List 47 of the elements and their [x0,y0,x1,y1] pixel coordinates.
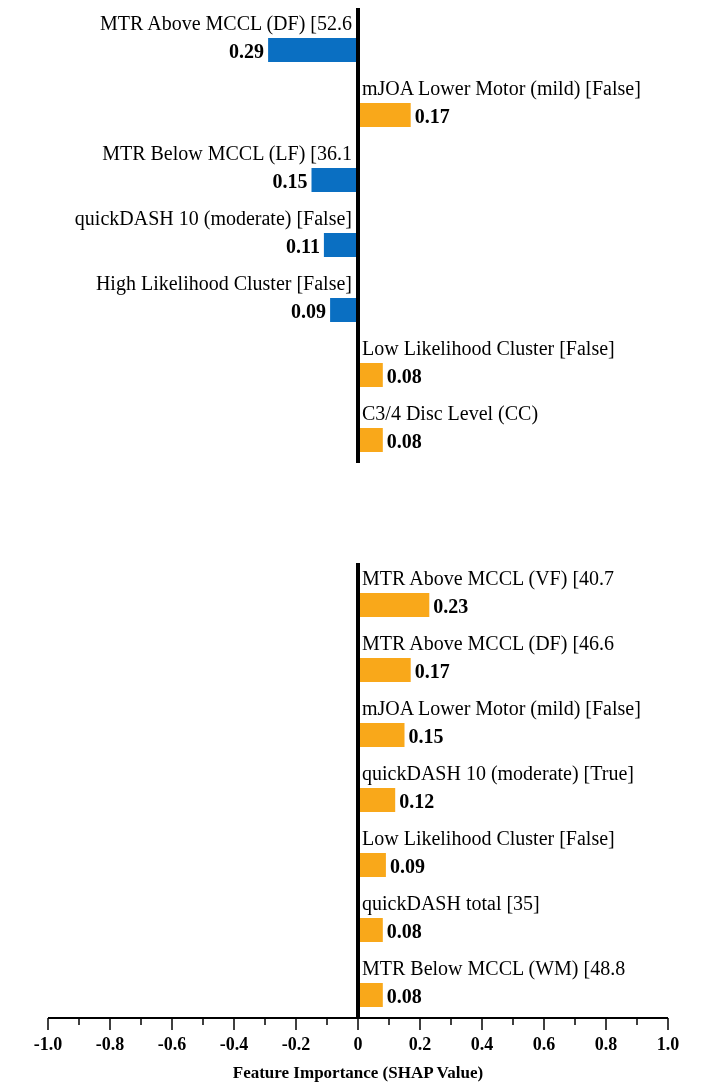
y-tick-label: mJOA Lower Motor (mild) [False] [362,77,641,100]
y-tick-label: High Likelihood Cluster [False] [95,272,352,295]
data-label: 0.08 [386,365,422,387]
data-label: 0.08 [386,920,422,942]
data-label: 0.17 [414,105,450,127]
y-tick-label: MTR Above MCCL (DF) [52.6 [99,12,352,35]
data-label: 0.15 [272,170,308,192]
x-tick-label: -0.2 [281,1034,311,1054]
x-tick-label: 0.6 [532,1034,556,1054]
y-tick-label: Low Likelihood Cluster [False] [362,337,615,359]
x-tick-label: 1.0 [656,1034,680,1054]
y-tick-label: quickDASH total [35] [362,892,540,915]
data-label: 0.09 [389,855,425,877]
y-tick-label: MTR Above MCCL (DF) [46.6 [362,632,615,655]
y-tick-label: mJOA Lower Motor (mild) [False] [362,697,641,720]
x-tick-label: 0.8 [594,1034,618,1054]
data-label: 0.09 [291,300,327,322]
data-label: 0.08 [386,430,422,452]
bar [358,723,405,747]
data-label: 0.15 [408,725,444,747]
x-axis-title: Feature Importance (SHAP Value) [232,1063,484,1082]
y-tick-label: quickDASH 10 (moderate) [False] [74,207,352,230]
y-tick-label: MTR Above MCCL (VF) [40.7 [362,567,615,590]
bar [358,983,383,1007]
data-label: 0.29 [229,40,265,62]
x-tick-label: 0.4 [470,1034,494,1054]
x-tick-label: -1.0 [33,1034,63,1054]
bar [358,918,383,942]
data-label: 0.11 [285,235,320,257]
bar [358,593,430,617]
y-tick-label: quickDASH 10 (moderate) [True] [362,762,634,785]
y-tick-label: Low Likelihood Cluster [False] [362,827,615,849]
y-tick-label: MTR Below MCCL (WM) [48.8 [362,957,626,980]
x-tick-label: -0.4 [219,1034,249,1054]
data-label: 0.08 [386,985,422,1007]
bar [358,788,396,812]
data-label: 0.17 [414,660,450,682]
bar [358,853,386,877]
x-tick-label: 0 [353,1034,363,1054]
bar [358,658,411,682]
data-label: 0.23 [433,595,469,617]
x-tick-label: -0.8 [95,1034,125,1054]
x-tick-label: -0.6 [157,1034,187,1054]
x-tick-label: 0.2 [408,1034,432,1054]
y-tick-label: MTR Below MCCL (LF) [36.1 [102,142,352,165]
y-tick-label: C3/4 Disc Level (CC) [362,402,539,425]
data-label: 0.12 [399,790,435,812]
